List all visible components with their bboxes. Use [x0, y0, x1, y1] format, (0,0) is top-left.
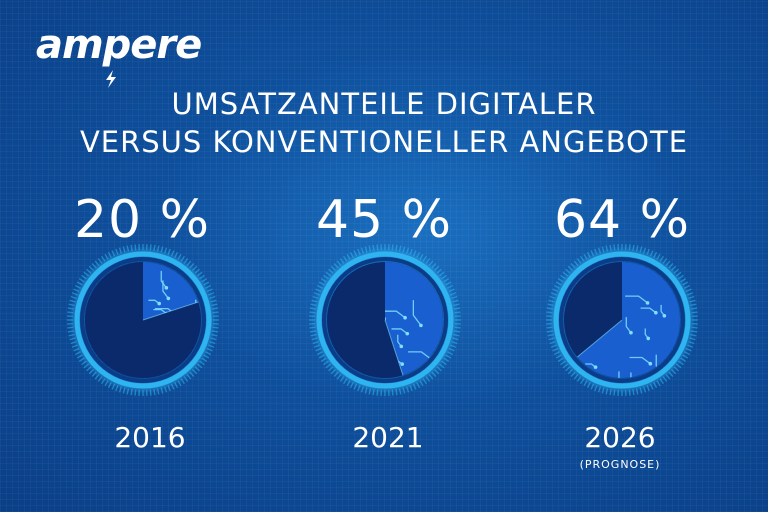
dial-inner-ring — [559, 257, 685, 383]
dial-ticks — [67, 244, 219, 396]
pie-slice-2021 — [385, 262, 443, 376]
dial-inner-ring — [80, 257, 206, 383]
dial-ring — [553, 251, 691, 389]
brand-logo: ampere — [36, 22, 202, 68]
pie-chart-2026 — [546, 244, 698, 396]
pie-slice-2026 — [577, 262, 681, 379]
percentage-label-2026: 64 % — [553, 190, 691, 250]
pie-chart-2016 — [67, 244, 219, 396]
dial-ticks — [546, 244, 698, 396]
chart-title-line1: UMSATZANTEILE DIGITALER — [171, 87, 597, 121]
dial-ring — [74, 251, 212, 389]
dial-ticks — [309, 244, 461, 396]
percentage-label-2021: 45 % — [315, 190, 453, 250]
dial-inner-ring — [322, 257, 448, 383]
forecast-note: (PROGNOSE) — [579, 458, 661, 471]
percentage-label-2016: 20 % — [73, 190, 211, 250]
slice-edge — [576, 319, 623, 358]
slice-edge — [142, 301, 199, 321]
year-label-2021: 2021 — [352, 421, 424, 454]
pie-chart-2021 — [309, 244, 461, 396]
dial-ring — [316, 251, 454, 389]
logo-bolt-icon — [106, 70, 116, 88]
slice-edge — [384, 319, 404, 376]
year-label-2016: 2016 — [114, 421, 186, 454]
chart-title-line2: VERSUS KONVENTIONELLER ANGEBOTE — [79, 125, 689, 159]
year-label-2026: 2026 — [584, 421, 656, 454]
pie-slice-2016 — [143, 262, 199, 320]
